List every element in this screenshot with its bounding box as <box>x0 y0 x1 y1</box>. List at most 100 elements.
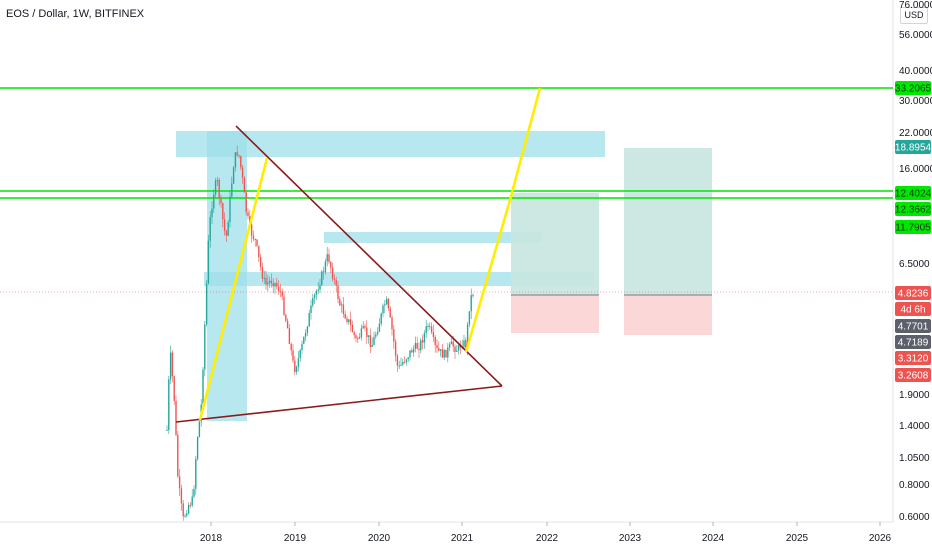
candle-body <box>168 379 170 430</box>
candle-body <box>351 324 354 333</box>
candle-body <box>220 197 222 204</box>
candle-body <box>321 271 323 286</box>
candle-body <box>218 179 220 198</box>
long-position-2-profit-zone[interactable] <box>624 148 712 295</box>
candle-body <box>322 271 325 273</box>
long-position-1-loss-zone[interactable] <box>511 295 599 333</box>
candle-body <box>243 177 246 193</box>
candle-body <box>301 343 303 350</box>
candle-body <box>375 334 377 337</box>
candle-body <box>258 245 260 258</box>
candle-body <box>303 336 305 344</box>
price-axis-tick-label: 1.4000 <box>899 421 930 432</box>
price-tag-red: 3.2608 <box>895 368 931 382</box>
price-tag-grey: 4.7189 <box>895 335 931 349</box>
time-axis-tick-label: 2018 <box>200 533 223 544</box>
candle-body <box>394 341 397 356</box>
price-axis-tick-label: 1.9000 <box>899 390 930 401</box>
candle-body <box>288 328 291 344</box>
long-position-1-profit-zone[interactable] <box>511 193 599 295</box>
candle-body <box>438 348 440 351</box>
price-tag-teal: 18.8954 <box>895 140 932 154</box>
candle-body <box>376 331 379 335</box>
yellow-projection-path[interactable] <box>464 87 542 353</box>
candle-body <box>434 336 436 345</box>
time-axis-tick-label: 2023 <box>619 533 642 544</box>
lower-resistance-zone[interactable] <box>204 272 594 286</box>
candle-body <box>240 156 242 168</box>
candle-body <box>245 192 247 213</box>
candle-body <box>330 262 332 268</box>
svg-text:3.2608: 3.2608 <box>898 371 929 382</box>
candle-body <box>328 254 330 263</box>
price-tag-green-line: 12.3662 <box>895 202 932 216</box>
candle-body <box>333 278 336 281</box>
time-axis[interactable]: 2018 2019 2020 2021 2022 2023 2024 2025 2026 <box>200 522 892 544</box>
candle-body <box>357 338 359 340</box>
candle-body <box>411 350 413 353</box>
candle-body <box>344 313 346 319</box>
candle-body <box>231 183 233 197</box>
price-axis[interactable]: 76.0000 56.0000 40.0000 30.0000 22.0000 16.00… <box>899 0 932 523</box>
candle-body <box>331 267 334 279</box>
top-resistance-zone[interactable] <box>176 131 605 157</box>
candle-body <box>402 361 404 365</box>
candle-body <box>472 295 474 297</box>
candle-body <box>362 326 364 329</box>
candle-body <box>222 203 224 220</box>
svg-text:12.4024: 12.4024 <box>895 189 932 200</box>
long-position-2-loss-zone[interactable] <box>624 295 712 335</box>
candle-body <box>335 280 337 286</box>
candle-body <box>241 167 244 178</box>
candle-body <box>225 230 228 236</box>
candle-body <box>452 341 454 347</box>
candle-body <box>358 337 361 339</box>
candle-body <box>468 311 471 325</box>
candle-body <box>213 194 215 209</box>
time-axis-tick-label: 2021 <box>451 533 474 544</box>
candle-body <box>261 266 264 279</box>
candle-body <box>169 352 172 380</box>
candle-body <box>173 376 175 401</box>
candle-body <box>369 335 372 347</box>
candle-body <box>270 280 273 284</box>
time-axis-tick-label: 2022 <box>536 533 559 544</box>
candle-body <box>182 503 184 517</box>
candle-body <box>198 421 201 438</box>
candle-body <box>191 496 193 506</box>
candle-body <box>268 280 271 283</box>
candle-body <box>187 504 190 514</box>
candle-body <box>281 291 283 297</box>
candle-body <box>216 179 219 181</box>
candle-body <box>310 305 312 313</box>
descending-trend-line[interactable] <box>235 125 503 387</box>
symbol-legend[interactable]: EOS / Dollar, 1W, BITFINEX <box>6 8 145 20</box>
svg-text:4.7701: 4.7701 <box>898 322 929 333</box>
ascending-trend-line[interactable] <box>175 385 503 423</box>
candle-body <box>236 152 238 156</box>
price-tag-grey: 4.7701 <box>895 319 931 333</box>
candle-body <box>299 349 301 359</box>
candle-body <box>315 290 318 295</box>
currency-unit-button[interactable]: USD <box>900 7 928 24</box>
yellow-rally-path-2018[interactable] <box>198 157 269 421</box>
candle-body <box>405 359 408 363</box>
candle-body <box>393 329 395 342</box>
candle-body <box>387 298 390 309</box>
price-tag-last-price: 4.8236 <box>895 286 931 300</box>
time-axis-tick-label: 2024 <box>702 533 725 544</box>
middle-resistance-zone[interactable] <box>324 232 542 243</box>
candle-body <box>340 304 343 306</box>
candle-body <box>364 326 366 328</box>
candle-body <box>286 320 289 329</box>
candle-body <box>294 360 296 373</box>
candle-body <box>346 318 348 323</box>
candle-body <box>398 365 400 367</box>
candle-body <box>454 346 456 352</box>
candle-body <box>414 343 417 349</box>
candle-body <box>252 235 255 239</box>
candle-body <box>470 295 472 312</box>
candle-body <box>465 340 467 348</box>
